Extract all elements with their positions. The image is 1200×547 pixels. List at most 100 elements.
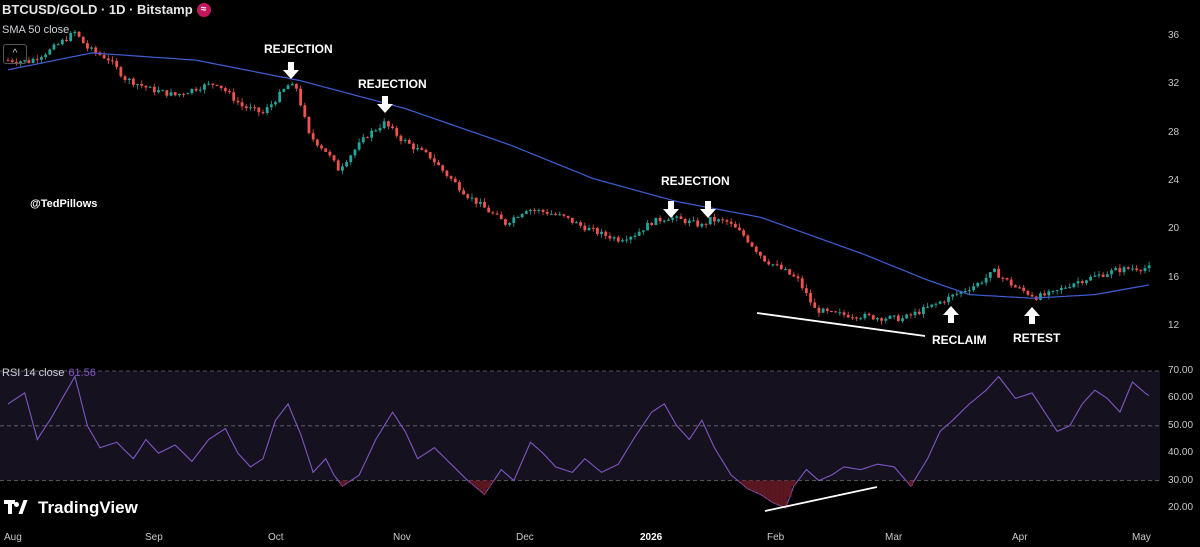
candle — [725, 218, 729, 226]
candle — [784, 266, 787, 271]
rsi-oversold-fill — [344, 480, 349, 484]
candle — [1093, 271, 1097, 278]
x-tick-label: Feb — [767, 532, 785, 543]
candle — [746, 234, 750, 244]
candle — [667, 217, 670, 221]
candle — [324, 148, 328, 153]
candle — [892, 315, 896, 320]
candle — [56, 42, 60, 46]
candle — [370, 128, 374, 142]
candle — [800, 275, 804, 291]
price-tick-label: 28 — [1168, 126, 1180, 138]
candle — [65, 35, 68, 42]
candle — [934, 302, 938, 309]
candle — [311, 129, 315, 142]
candle — [1001, 276, 1005, 283]
rsi-oversold-fill — [474, 480, 479, 488]
candle — [708, 216, 712, 226]
candle — [863, 311, 867, 321]
candle — [545, 209, 549, 216]
candle — [1030, 292, 1034, 298]
candle — [207, 80, 211, 86]
candle — [286, 84, 290, 90]
candle — [177, 93, 181, 97]
candle — [386, 120, 390, 130]
candle — [190, 88, 194, 95]
sma-line — [7, 52, 1150, 299]
candle — [621, 238, 624, 243]
arrow-down-icon — [663, 201, 679, 218]
candle — [876, 317, 879, 322]
tradingview-wordmark: TradingView — [38, 498, 138, 517]
candle — [541, 208, 545, 216]
candle — [453, 176, 457, 183]
rsi-oversold-fill — [469, 480, 475, 485]
candle — [997, 265, 1001, 278]
candle — [1039, 291, 1042, 301]
wave-icon[interactable]: ≈ — [196, 2, 211, 17]
candle — [119, 65, 123, 78]
candle — [194, 86, 198, 93]
rsi-oversold-fill — [908, 480, 913, 487]
candle — [516, 215, 520, 219]
candle — [600, 228, 603, 238]
candle — [173, 91, 177, 97]
candle — [307, 116, 311, 135]
candle — [470, 193, 474, 202]
candle — [930, 304, 934, 309]
candle — [905, 313, 909, 320]
candle — [320, 143, 323, 151]
candle — [968, 286, 971, 295]
candle — [855, 316, 858, 322]
candle — [228, 88, 231, 94]
candle — [821, 307, 825, 313]
candle — [361, 133, 365, 145]
candle — [219, 85, 223, 91]
candle — [721, 216, 725, 224]
candle — [274, 100, 277, 107]
arrow-up-icon — [943, 306, 959, 323]
candle — [240, 98, 244, 111]
collapse-chevron-icon[interactable]: ^ — [3, 44, 27, 64]
candle — [1059, 284, 1063, 295]
rsi-divergence-trendline — [764, 486, 878, 512]
candle — [792, 271, 796, 278]
candle — [1139, 269, 1143, 275]
candle — [583, 222, 587, 233]
candle — [909, 312, 913, 319]
candle — [31, 56, 35, 64]
candle — [633, 232, 637, 240]
candle — [487, 205, 491, 213]
annotation-rejection-1: REJECTION — [264, 42, 333, 56]
candle — [1022, 284, 1026, 294]
sma-legend[interactable]: SMA 50 close — [2, 24, 70, 36]
candle — [1097, 270, 1101, 279]
candle — [1105, 271, 1109, 278]
candle — [779, 262, 783, 270]
rsi-tick-label: 50.00 — [1168, 419, 1194, 431]
candle — [575, 220, 578, 224]
candle — [290, 81, 294, 86]
candle — [257, 107, 261, 117]
candle — [570, 217, 574, 225]
candle — [888, 314, 892, 320]
candle — [947, 293, 950, 306]
rsi-oversold-fill — [754, 480, 759, 493]
candle — [867, 312, 871, 317]
candle — [182, 92, 185, 98]
candle — [382, 118, 386, 130]
rsi-tick-label: 30.00 — [1168, 474, 1194, 486]
rsi-tick-label: 40.00 — [1168, 447, 1194, 459]
candle — [566, 215, 570, 220]
tradingview-logo[interactable]: TradingView — [4, 498, 138, 518]
candle — [595, 226, 599, 236]
symbol-header[interactable]: BTCUSD/GOLD · 1D · Bitstamp ≈ — [2, 2, 211, 17]
candle — [282, 88, 286, 93]
rsi-legend[interactable]: RSI 14 close 61.56 — [2, 367, 96, 379]
rsi-tick-label: 70.00 — [1168, 365, 1194, 376]
candle — [830, 310, 833, 313]
candle — [896, 313, 900, 322]
candle — [675, 215, 679, 222]
